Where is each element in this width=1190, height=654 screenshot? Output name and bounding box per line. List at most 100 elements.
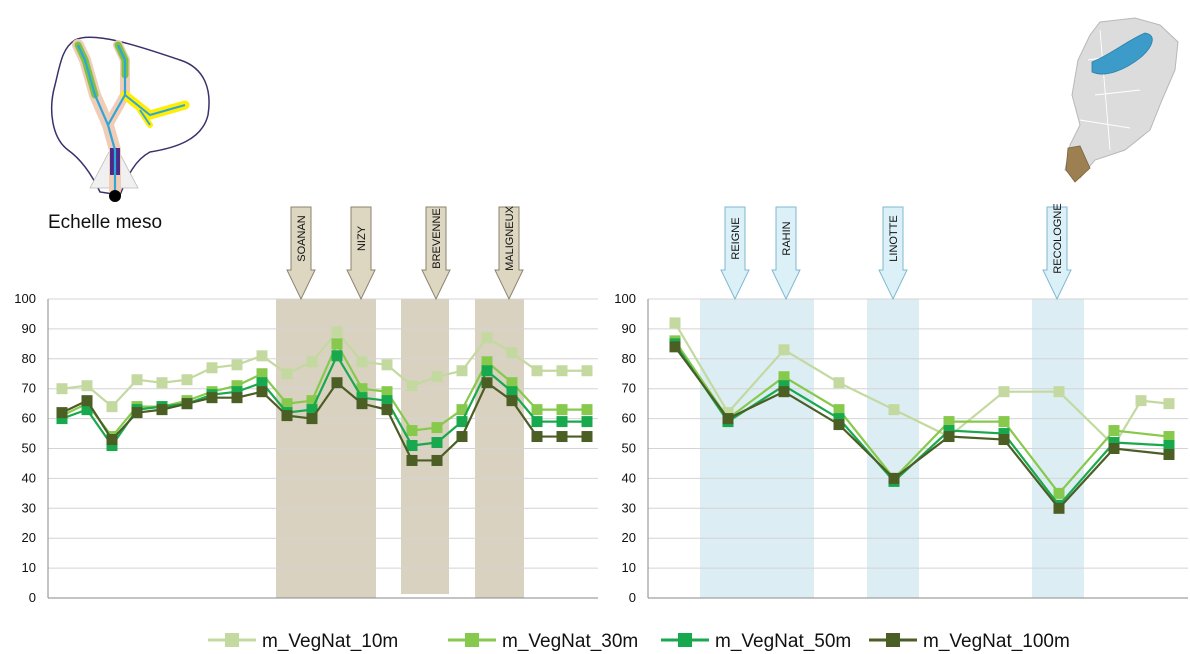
- data-point: [156, 404, 168, 416]
- data-point: [381, 386, 393, 398]
- y-tick-label: 80: [22, 351, 36, 366]
- data-point: [456, 431, 468, 443]
- river-label: MALIGNEUX: [504, 205, 516, 270]
- data-point: [778, 380, 790, 392]
- data-point: [778, 386, 790, 398]
- series-line: [674, 340, 1170, 496]
- data-point: [81, 395, 93, 407]
- data-point: [481, 332, 493, 344]
- data-point: [1163, 440, 1175, 452]
- data-point: [356, 392, 368, 404]
- legend-label: m_VegNat_30m: [502, 631, 638, 652]
- data-point: [581, 404, 593, 416]
- y-tick-label: 50: [22, 441, 36, 456]
- data-point: [81, 380, 93, 392]
- data-point: [131, 374, 143, 386]
- down-arrow-icon: [878, 206, 908, 301]
- down-arrow-icon: [1042, 206, 1072, 301]
- data-point: [331, 377, 343, 389]
- data-point: [106, 434, 118, 446]
- data-point: [381, 359, 393, 371]
- legend-swatch-marker: [678, 633, 692, 647]
- data-point: [256, 350, 268, 362]
- scale-caption: Echelle meso: [48, 212, 163, 233]
- data-point: [206, 392, 218, 404]
- legend-swatch-marker: [225, 633, 239, 647]
- data-point: [833, 413, 845, 425]
- data-point: [1135, 395, 1147, 407]
- data-point: [231, 380, 243, 392]
- river-label: RAHIN: [781, 221, 793, 255]
- chart-right: 0 10 20 30 40 50 60 70 80 90 100 REIGNE RAHIN LINOTTE…: [614, 203, 1188, 605]
- data-point: [306, 395, 318, 407]
- data-point: [1108, 437, 1120, 449]
- y-tick-label: 60: [22, 411, 36, 426]
- data-point: [998, 386, 1010, 398]
- data-point: [456, 404, 468, 416]
- data-point: [331, 350, 343, 362]
- down-arrow-icon: [421, 206, 451, 301]
- data-point: [306, 413, 318, 425]
- data-point: [56, 407, 68, 419]
- y-tick-label: 90: [622, 321, 636, 336]
- data-point: [106, 401, 118, 413]
- y-tick-label: 30: [622, 500, 636, 515]
- y-tick-label: 0: [29, 590, 36, 605]
- data-point: [456, 365, 468, 377]
- data-point: [406, 454, 418, 466]
- y-tick-label: 0: [629, 590, 636, 605]
- data-point: [481, 377, 493, 389]
- data-point: [581, 416, 593, 428]
- data-point: [556, 404, 568, 416]
- data-point: [943, 416, 955, 428]
- data-point: [356, 398, 368, 410]
- data-point: [506, 347, 518, 359]
- series-line: [61, 341, 587, 439]
- data-point: [406, 425, 418, 437]
- data-point: [669, 341, 681, 353]
- down-arrow-icon: [494, 206, 524, 301]
- data-point: [131, 407, 143, 419]
- data-point: [431, 454, 443, 466]
- data-point: [531, 404, 543, 416]
- data-point: [281, 368, 293, 380]
- data-point: [833, 377, 845, 389]
- data-point: [581, 431, 593, 443]
- data-point: [356, 383, 368, 395]
- data-point: [306, 404, 318, 416]
- y-tick-label: 40: [622, 470, 636, 485]
- chart-left: 0 10 20 30 40 50 60 70 80 90 100 SOANAN NIZY BREVENNE…: [14, 205, 598, 605]
- river-label: SOANAN: [296, 215, 308, 262]
- y-tick-label: 70: [22, 381, 36, 396]
- data-point: [181, 374, 193, 386]
- y-tick-label: 80: [622, 351, 636, 366]
- data-point: [556, 431, 568, 443]
- series-line: [61, 330, 587, 409]
- data-point: [888, 472, 900, 484]
- data-point: [331, 326, 343, 338]
- data-point: [256, 368, 268, 380]
- data-point: [1053, 502, 1065, 514]
- legend-label: m_VegNat_50m: [715, 631, 851, 652]
- series-line: [61, 381, 587, 462]
- legend: m_VegNat_10m m_VegNat_30m m_VegNat_50m m_Ve…: [208, 631, 1070, 652]
- data-point: [381, 404, 393, 416]
- y-tick-label: 50: [622, 441, 636, 456]
- river-label: BREVENNE: [431, 208, 443, 269]
- data-point: [481, 356, 493, 368]
- data-point: [722, 407, 734, 419]
- y-tick-label: 90: [22, 321, 36, 336]
- data-point: [556, 416, 568, 428]
- river-label: LINOTTE: [888, 215, 900, 261]
- data-point: [833, 404, 845, 416]
- data-point: [431, 437, 443, 449]
- data-point: [281, 410, 293, 422]
- data-point: [356, 356, 368, 368]
- data-point: [56, 383, 68, 395]
- data-point: [431, 371, 443, 383]
- data-point: [531, 431, 543, 443]
- y-tick-label: 30: [22, 500, 36, 515]
- legend-swatch-marker: [465, 633, 479, 647]
